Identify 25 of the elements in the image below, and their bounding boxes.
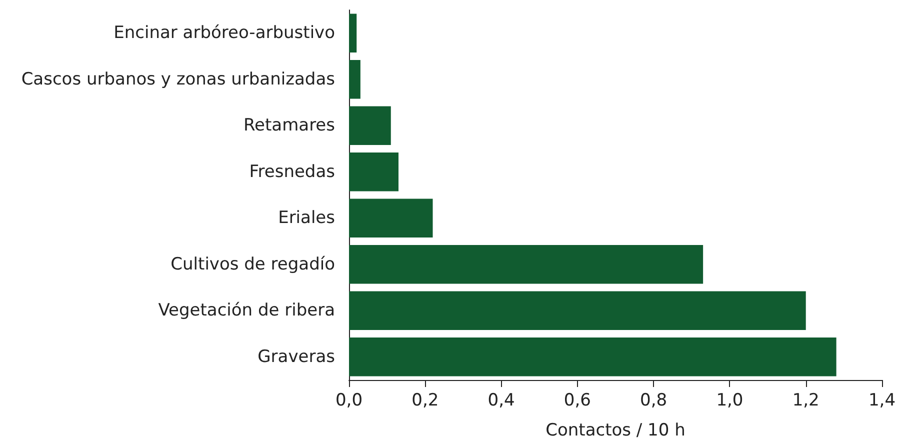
y-tick-label: Eriales [278, 208, 336, 228]
bar [349, 152, 398, 192]
x-tick-label: 0,2 [412, 390, 439, 410]
x-tick-label: 0,4 [488, 390, 515, 410]
x-tick-label: 1,2 [792, 390, 820, 410]
x-tick-label: 0,8 [640, 390, 668, 410]
y-tick-label: Retamares [244, 116, 336, 136]
x-tick-label: 0,6 [564, 390, 591, 410]
bar [349, 14, 357, 53]
bar [349, 60, 360, 99]
x-tick-label: 1,4 [868, 390, 896, 410]
y-tick-label: Cultivos de regadío [170, 254, 335, 274]
y-tick-label: Encinar arbóreo-arbustivo [114, 23, 335, 44]
y-tick-label: Fresnedas [249, 162, 336, 182]
bar [349, 337, 836, 376]
bar [349, 106, 391, 146]
bar [349, 291, 806, 330]
bar [349, 198, 433, 238]
y-tick-label: Graveras [258, 346, 336, 367]
x-tick-label: 0,0 [335, 390, 363, 410]
x-tick-label: 1,0 [716, 390, 744, 410]
y-tick-label: Cascos urbanos y zonas urbanizadas [21, 69, 336, 90]
bar [349, 244, 704, 284]
x-axis-title: Contactos / 10 h [546, 420, 686, 440]
y-tick-label: Vegetación de ribera [158, 300, 335, 321]
